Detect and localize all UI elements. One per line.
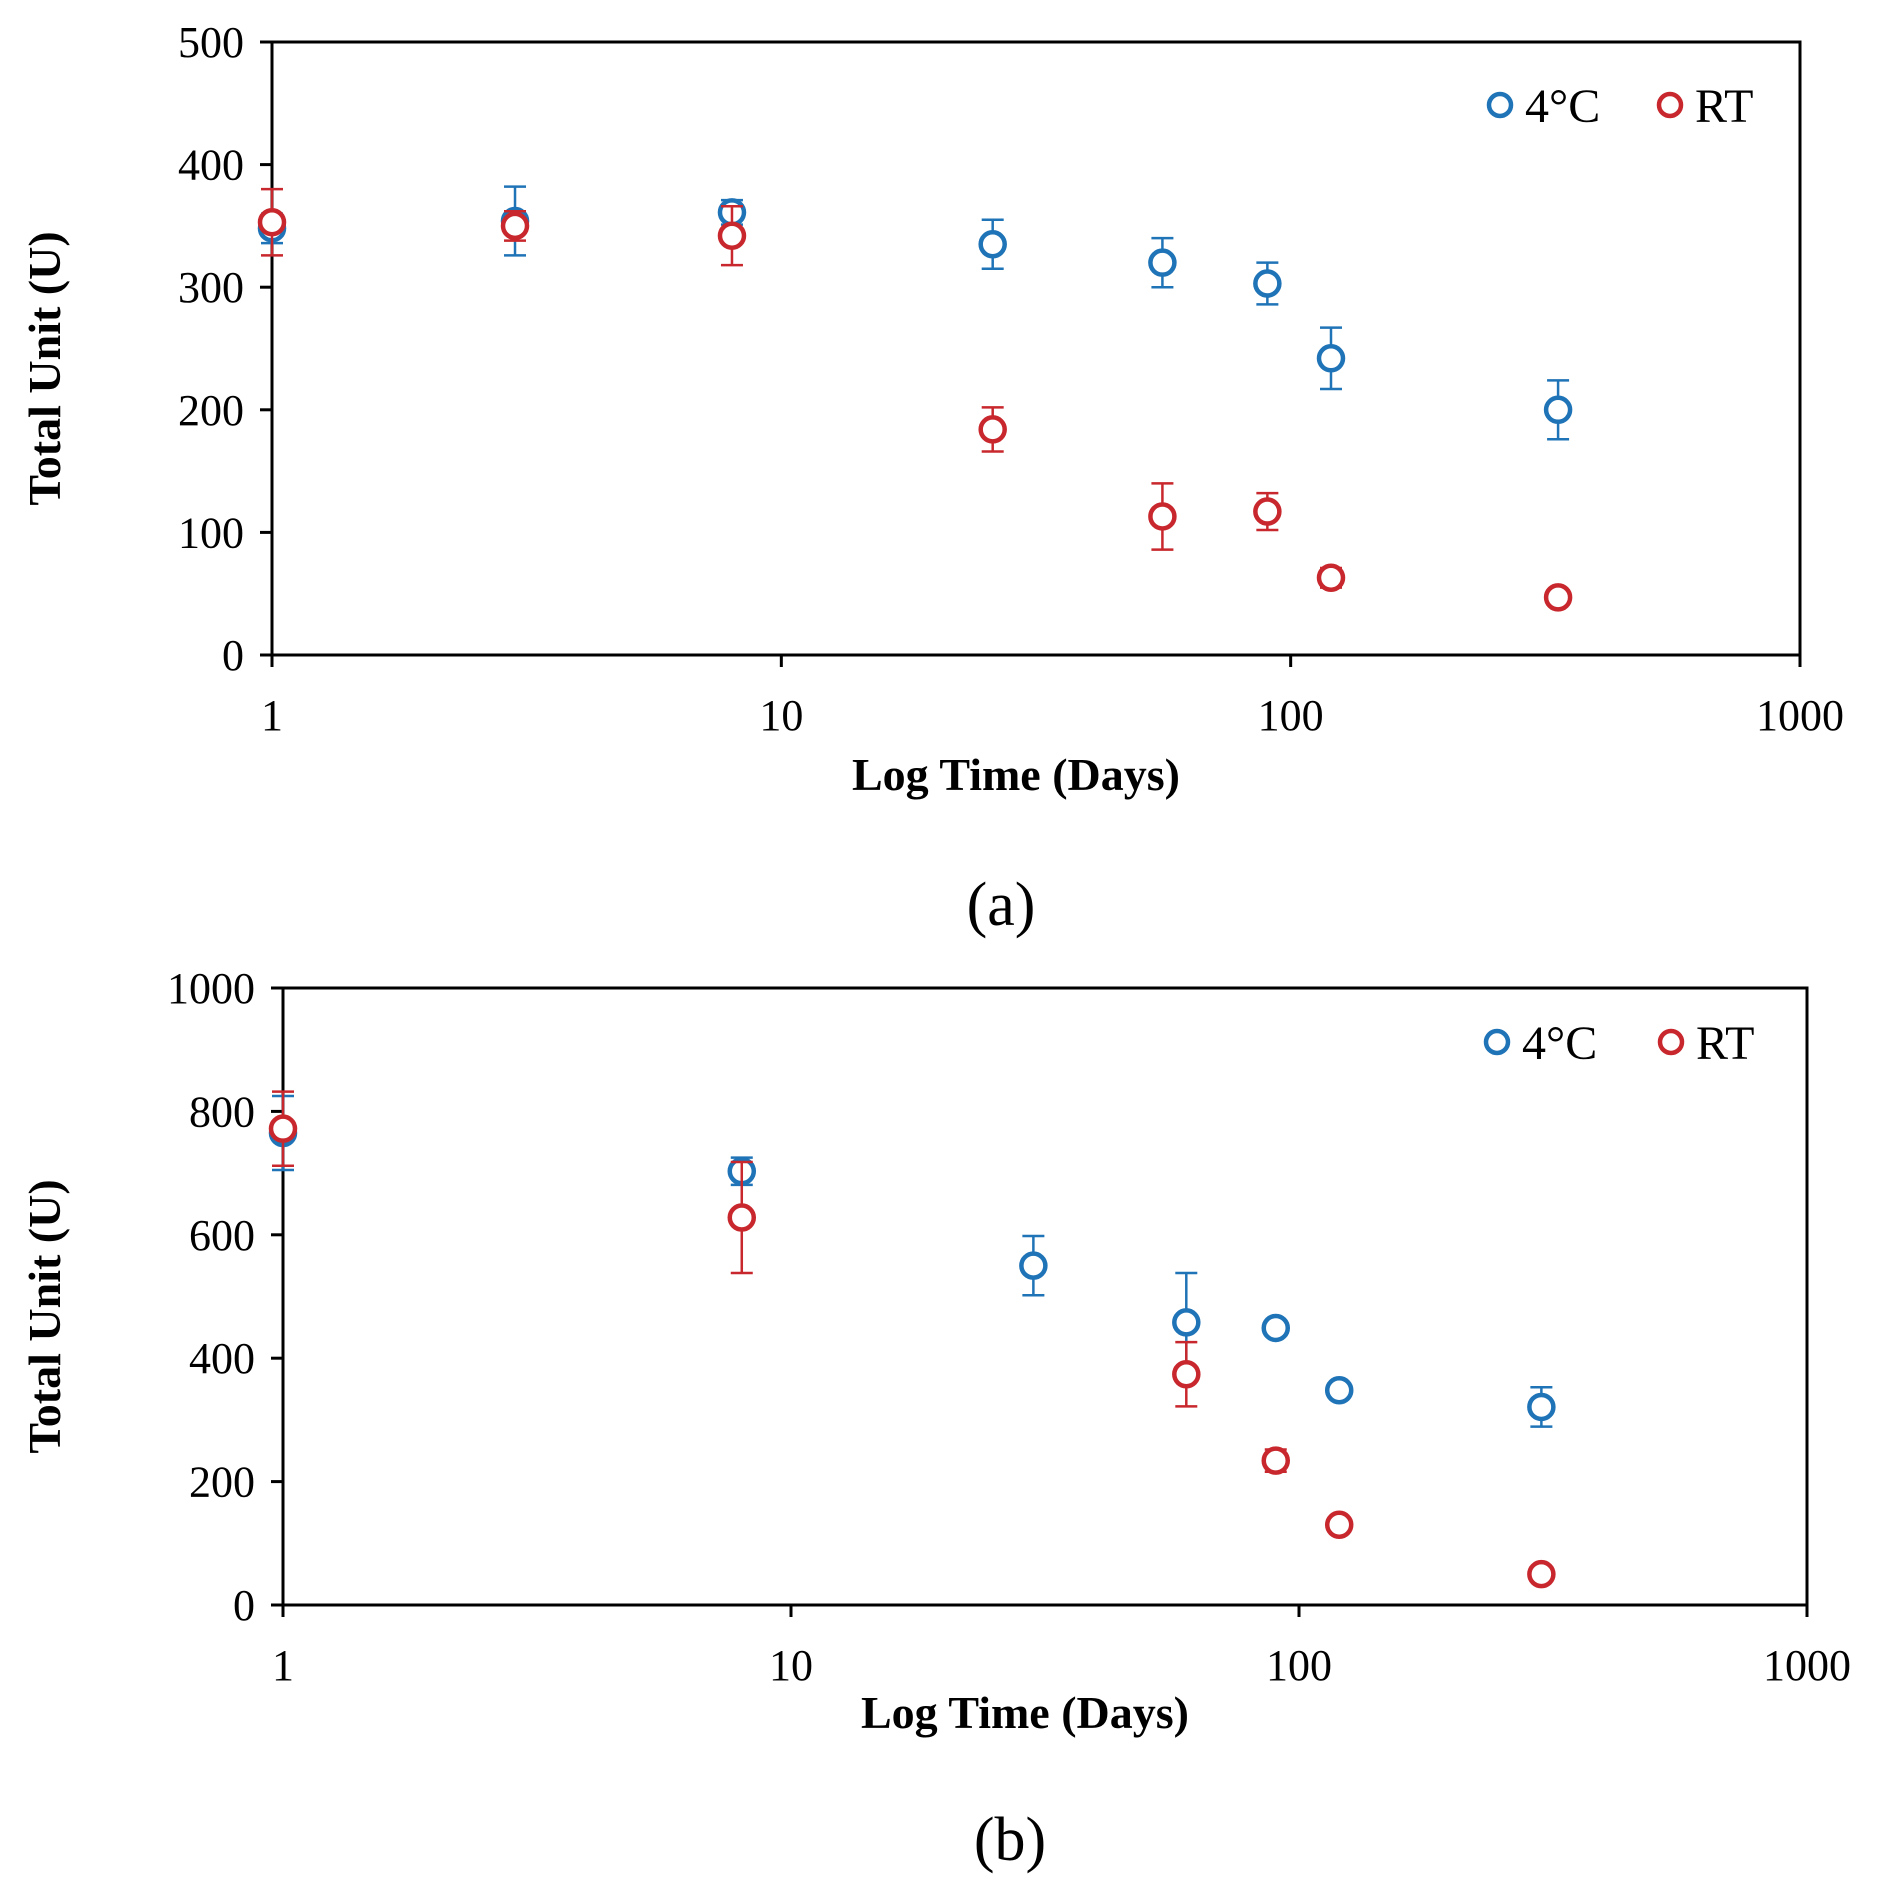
x-tick-label: 1 bbox=[261, 691, 283, 740]
data-point bbox=[1148, 502, 1177, 531]
y-axis-title: Total Unit (U) bbox=[19, 231, 70, 505]
data-point bbox=[1148, 248, 1177, 277]
y-tick-label: 200 bbox=[189, 1458, 255, 1507]
data-point bbox=[717, 221, 747, 250]
legend-label-4c: 4°C bbox=[1522, 1017, 1597, 1070]
data-point bbox=[1543, 583, 1573, 612]
y-tick-label: 600 bbox=[189, 1211, 255, 1260]
x-axis-title: Log Time (Days) bbox=[861, 1687, 1189, 1738]
legend: 4°C RT bbox=[1483, 1017, 1754, 1070]
y-tick-label: 800 bbox=[189, 1087, 255, 1136]
x-tick-label: 10 bbox=[759, 691, 803, 740]
legend-marker-4c bbox=[1486, 91, 1514, 119]
series-4c bbox=[268, 1094, 1556, 1428]
data-point bbox=[1253, 269, 1282, 298]
plot-frame bbox=[270, 40, 1802, 657]
data-point bbox=[1261, 1446, 1291, 1475]
y-tick-label: 500 bbox=[178, 18, 244, 67]
data-point bbox=[500, 211, 530, 241]
data-point bbox=[268, 1114, 298, 1143]
data-point bbox=[1324, 1510, 1354, 1540]
y-tick-label: 400 bbox=[178, 141, 244, 190]
x-tick-label: 100 bbox=[1258, 691, 1324, 740]
data-point bbox=[1172, 1308, 1201, 1337]
chart-panel-a: 0 100 200 300 400 500 1 10 100 1000 Log Time (Days… bbox=[19, 18, 1844, 939]
panel-label: (a) bbox=[967, 871, 1036, 939]
y-tick-label: 0 bbox=[222, 631, 244, 680]
y-tick-label: 1000 bbox=[167, 964, 255, 1013]
data-point bbox=[1316, 563, 1346, 593]
y-tick-label: 100 bbox=[178, 508, 244, 557]
data-point bbox=[727, 1203, 757, 1232]
legend-label-rt: RT bbox=[1696, 1017, 1754, 1070]
data-point bbox=[1324, 1376, 1354, 1405]
series-rt bbox=[257, 187, 1573, 612]
data-point bbox=[1527, 1392, 1556, 1422]
data-point bbox=[1543, 395, 1573, 425]
series-4c bbox=[257, 185, 1573, 441]
panel-label: (b) bbox=[974, 1806, 1046, 1874]
legend-label-4c: 4°C bbox=[1525, 80, 1600, 133]
legend-marker-rt bbox=[1656, 91, 1684, 119]
y-tick-label: 200 bbox=[178, 386, 244, 435]
legend-marker-rt bbox=[1657, 1028, 1685, 1056]
data-point bbox=[1261, 1313, 1291, 1343]
legend-label-rt: RT bbox=[1695, 80, 1753, 133]
data-point bbox=[1316, 344, 1346, 373]
x-tick-label: 100 bbox=[1266, 1641, 1332, 1690]
x-axis-title: Log Time (Days) bbox=[852, 749, 1180, 800]
y-tick-label: 300 bbox=[178, 263, 244, 312]
x-tick-label: 1000 bbox=[1756, 691, 1844, 740]
y-axis-title: Total Unit (U) bbox=[19, 1179, 70, 1453]
data-point bbox=[257, 207, 287, 237]
plot-frame bbox=[281, 986, 1809, 1607]
data-point bbox=[1253, 497, 1282, 526]
chart-panel-b: 0 200 400 600 800 1000 1 10 100 1000 Log Time (Day… bbox=[19, 964, 1851, 1874]
y-tick-label: 0 bbox=[233, 1581, 255, 1630]
data-point bbox=[978, 415, 1007, 444]
data-point bbox=[1527, 1559, 1556, 1589]
y-tick-label: 400 bbox=[189, 1334, 255, 1383]
legend: 4°C RT bbox=[1486, 80, 1753, 133]
data-point bbox=[1019, 1251, 1048, 1280]
legend-marker-4c bbox=[1483, 1028, 1511, 1056]
data-point bbox=[1172, 1359, 1201, 1389]
x-tick-label: 1000 bbox=[1763, 1641, 1851, 1690]
data-point bbox=[978, 230, 1007, 259]
x-tick-label: 10 bbox=[769, 1641, 813, 1690]
x-tick-label: 1 bbox=[272, 1641, 294, 1690]
series-rt bbox=[268, 1090, 1556, 1589]
